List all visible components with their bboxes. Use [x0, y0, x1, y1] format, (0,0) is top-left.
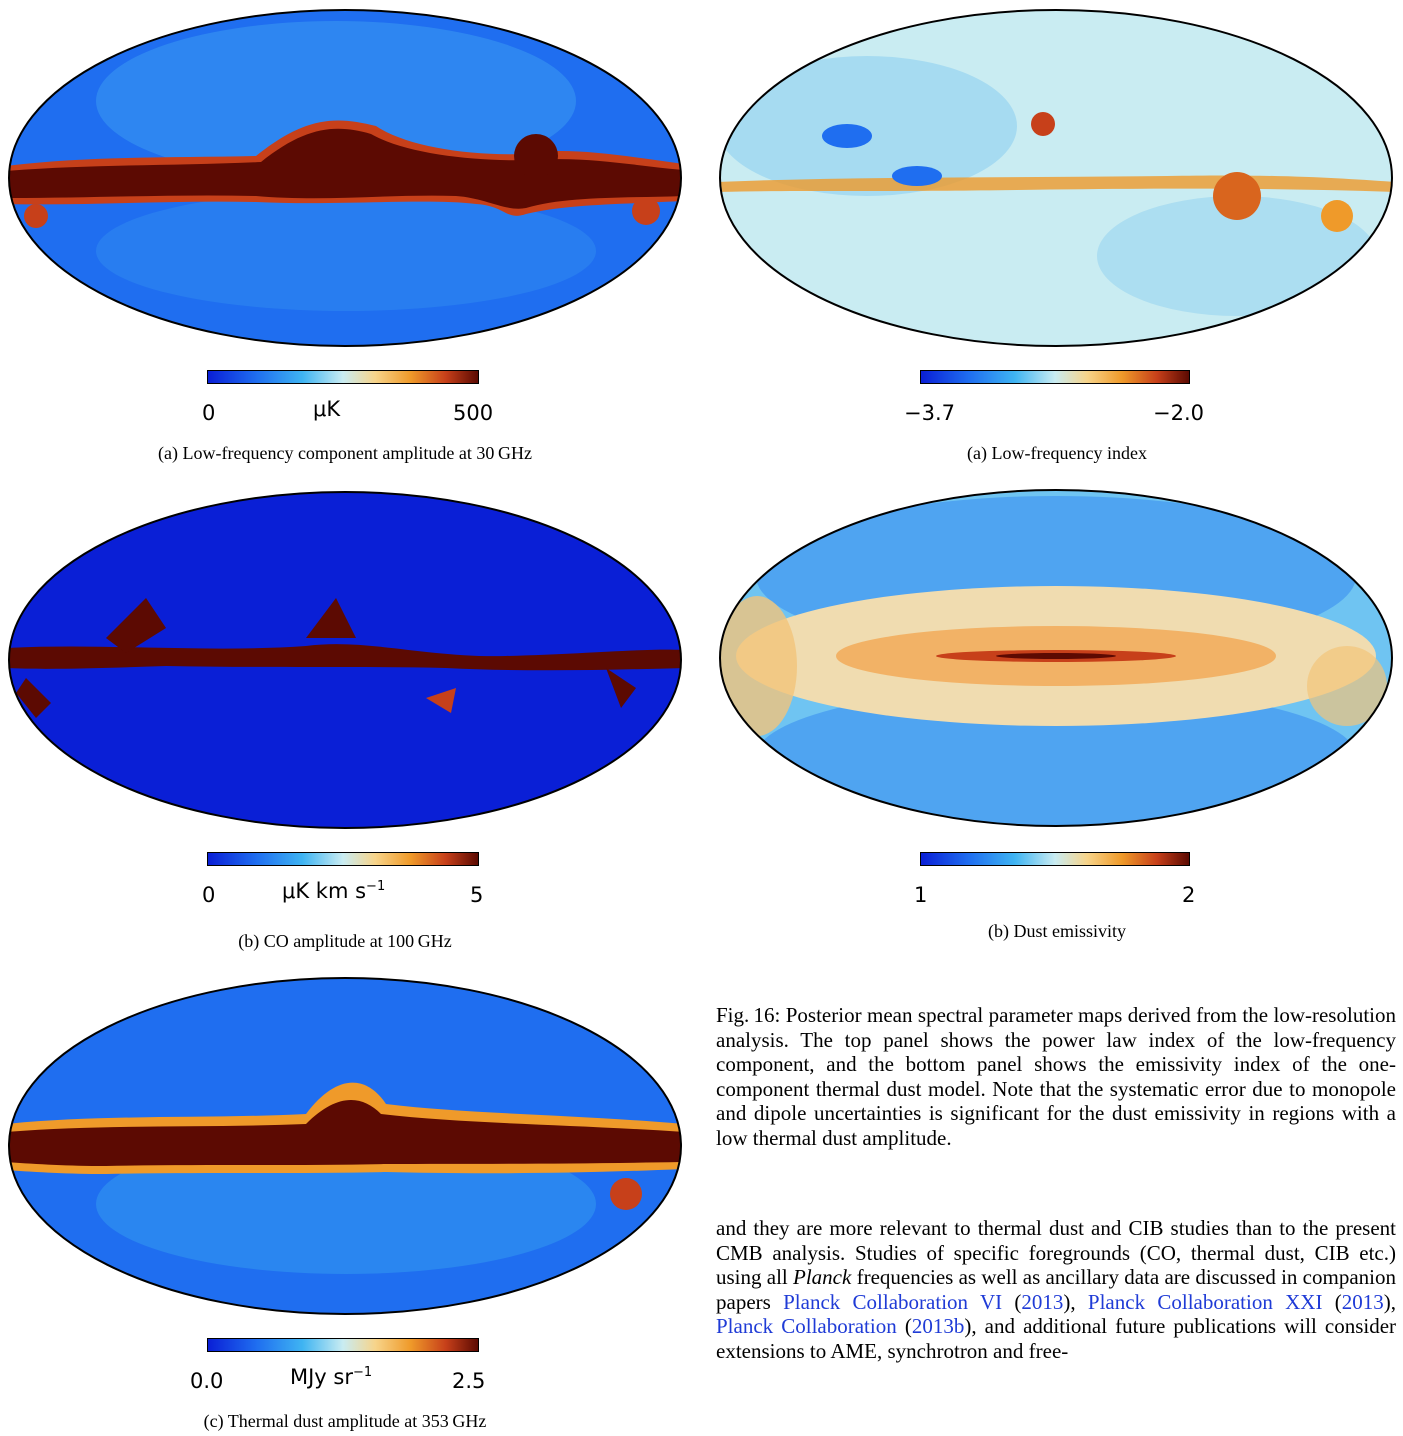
- caption-right-a: (a) Low-frequency index: [712, 442, 1402, 464]
- co-amplitude-map: [6, 488, 684, 832]
- cb-unit-label: μK km s−1: [282, 880, 385, 902]
- cb-min-label: 0: [202, 402, 215, 424]
- cb-min-label: 0: [202, 884, 215, 906]
- thermal-dust-amplitude-colorbar: [207, 1338, 479, 1352]
- cb-max-label: 2.5: [452, 1370, 485, 1392]
- cb-min-label: 1: [914, 884, 927, 906]
- caption-right-b: (b) Dust emissivity: [712, 920, 1402, 942]
- ref-link[interactable]: Planck Collaboration XXI: [1088, 1290, 1323, 1314]
- dust-emissivity-colorbar: [920, 852, 1190, 866]
- caption-left-b: (b) CO amplitude at 100 GHz: [0, 930, 690, 952]
- body-paragraph: and they are more relevant to thermal du…: [716, 1216, 1396, 1436]
- lowfreq-amplitude-map: [6, 6, 684, 350]
- cb-max-label: −2.0: [1153, 402, 1204, 424]
- ref-link[interactable]: Planck Collaboration VI: [783, 1290, 1002, 1314]
- lowfreq-amplitude-colorbar: [207, 370, 479, 384]
- cb-max-label: 500: [453, 402, 493, 424]
- caption-left-c: (c) Thermal dust amplitude at 353 GHz: [0, 1410, 690, 1432]
- thermal-dust-amplitude-map: [6, 974, 684, 1318]
- cb-unit-label: MJy sr−1: [290, 1366, 372, 1388]
- caption-left-a: (a) Low-frequency component amplitude at…: [0, 442, 690, 464]
- ref-year-link[interactable]: 2013: [1342, 1290, 1384, 1314]
- cb-max-label: 2: [1182, 884, 1195, 906]
- ref-year-link[interactable]: 2013b: [912, 1314, 965, 1338]
- lowfreq-index-colorbar: [920, 370, 1190, 384]
- cb-max-label: 5: [470, 884, 483, 906]
- figure-caption: Fig. 16: Posterior mean spectral paramet…: [716, 1003, 1396, 1151]
- lowfreq-index-map: [717, 6, 1395, 350]
- ref-year-link[interactable]: 2013: [1021, 1290, 1063, 1314]
- cb-unit-label: μK: [313, 398, 340, 420]
- cb-min-label: 0.0: [190, 1370, 223, 1392]
- co-amplitude-colorbar: [207, 852, 479, 866]
- dust-emissivity-map: [717, 486, 1395, 830]
- cb-min-label: −3.7: [904, 402, 955, 424]
- ref-link[interactable]: Planck Collaboration: [716, 1314, 897, 1338]
